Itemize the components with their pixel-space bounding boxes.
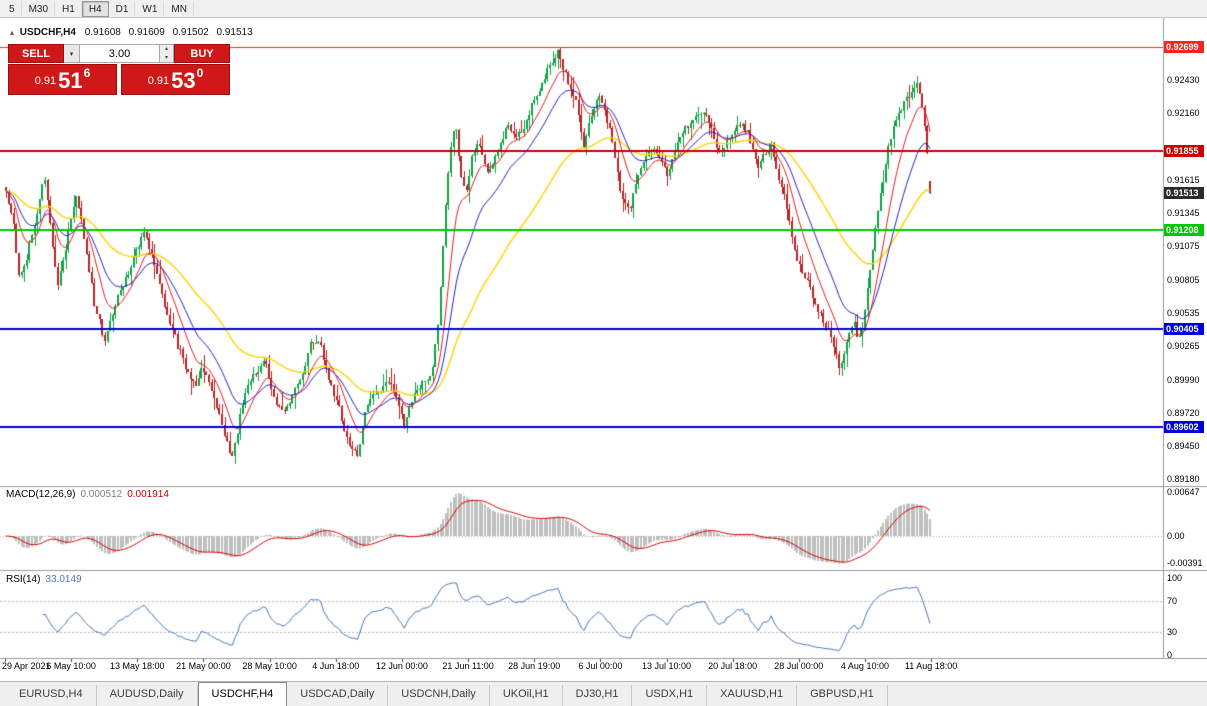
tab-usdcad-daily[interactable]: USDCAD,Daily — [287, 685, 389, 706]
timeframe-button-5[interactable]: 5 — [2, 0, 22, 17]
timeframe-button-mn[interactable]: MN — [164, 0, 194, 17]
volume-spinner: ▴ ▾ — [160, 44, 174, 63]
tab-usdx-h1[interactable]: USDX,H1 — [632, 685, 708, 706]
ohlc-open: 0.91608 — [84, 27, 121, 38]
ask-price[interactable]: 0.91 53 0 — [121, 64, 230, 95]
volume-down-icon[interactable]: ▾ — [160, 53, 173, 62]
rsi-name: RSI(14) — [6, 574, 41, 585]
tab-dj30-h1[interactable]: DJ30,H1 — [563, 685, 633, 706]
volume-input[interactable] — [80, 44, 160, 63]
timeframe-button-h4[interactable]: H4 — [81, 0, 109, 17]
tab-usdcnh-daily[interactable]: USDCNH,Daily — [388, 685, 490, 706]
timeframe-button-h1[interactable]: H1 — [55, 0, 82, 17]
ask-prefix: 0.91 — [147, 75, 170, 87]
ohlc-low: 0.91502 — [172, 27, 209, 38]
bid-price[interactable]: 0.91 51 6 — [8, 64, 117, 95]
tab-audusd-daily[interactable]: AUDUSD,Daily — [97, 685, 198, 706]
ohlc-close: 0.91513 — [216, 27, 253, 38]
timeframe-button-d1[interactable]: D1 — [109, 0, 136, 17]
bid-prefix: 0.91 — [34, 75, 57, 87]
timeframe-toolbar: 5 M30 H1 H4 D1 W1 MN — [0, 0, 1207, 18]
macd-name: MACD(12,26,9) — [6, 489, 76, 500]
timeframe-button-w1[interactable]: W1 — [135, 0, 165, 17]
macd-main-value: 0.000512 — [80, 489, 123, 500]
tab-ukoil-h1[interactable]: UKOil,H1 — [490, 685, 563, 706]
tab-xauusd-h1[interactable]: XAUUSD,H1 — [707, 685, 798, 706]
one-click-trading-panel: SELL ▾ ▴ ▾ BUY 0.91 51 6 0.91 53 0 — [8, 44, 230, 95]
tab-gbpusd-h1[interactable]: GBPUSD,H1 — [797, 685, 888, 706]
bid-pip-digit: 6 — [83, 66, 91, 80]
macd-signal-value: 0.001914 — [127, 489, 169, 500]
rsi-indicator-label: RSI(14) 33.0149 — [6, 574, 82, 585]
chart-tab-bar: EURUSD,H4 AUDUSD,Daily USDCHF,H4 USDCAD,Dai… — [0, 681, 1207, 706]
volume-up-icon[interactable]: ▴ — [160, 45, 173, 54]
tab-eurusd-h4[interactable]: EURUSD,H4 — [6, 685, 97, 706]
tab-usdchf-h4[interactable]: USDCHF,H4 — [197, 682, 288, 706]
sell-button[interactable]: SELL — [8, 44, 64, 63]
ohlc-symbol: USDCHF,H4 — [19, 27, 76, 38]
bid-big-digits: 51 — [58, 68, 83, 93]
ask-pip-digit: 0 — [196, 66, 204, 80]
macd-indicator-label: MACD(12,26,9) 0.000512 0.001914 — [6, 489, 169, 500]
buy-button[interactable]: BUY — [174, 44, 230, 63]
timeframe-button-m30[interactable]: M30 — [22, 0, 56, 17]
ask-big-digits: 53 — [171, 68, 196, 93]
ohlc-header: ▴ USDCHF,H4 0.91608 0.91609 0.91502 0.91… — [10, 27, 258, 38]
ohlc-high: 0.91609 — [128, 27, 165, 38]
volume-dropdown-icon[interactable]: ▾ — [64, 44, 80, 63]
chart-collapse-icon[interactable]: ▴ — [10, 28, 15, 37]
rsi-value: 33.0149 — [45, 574, 82, 585]
